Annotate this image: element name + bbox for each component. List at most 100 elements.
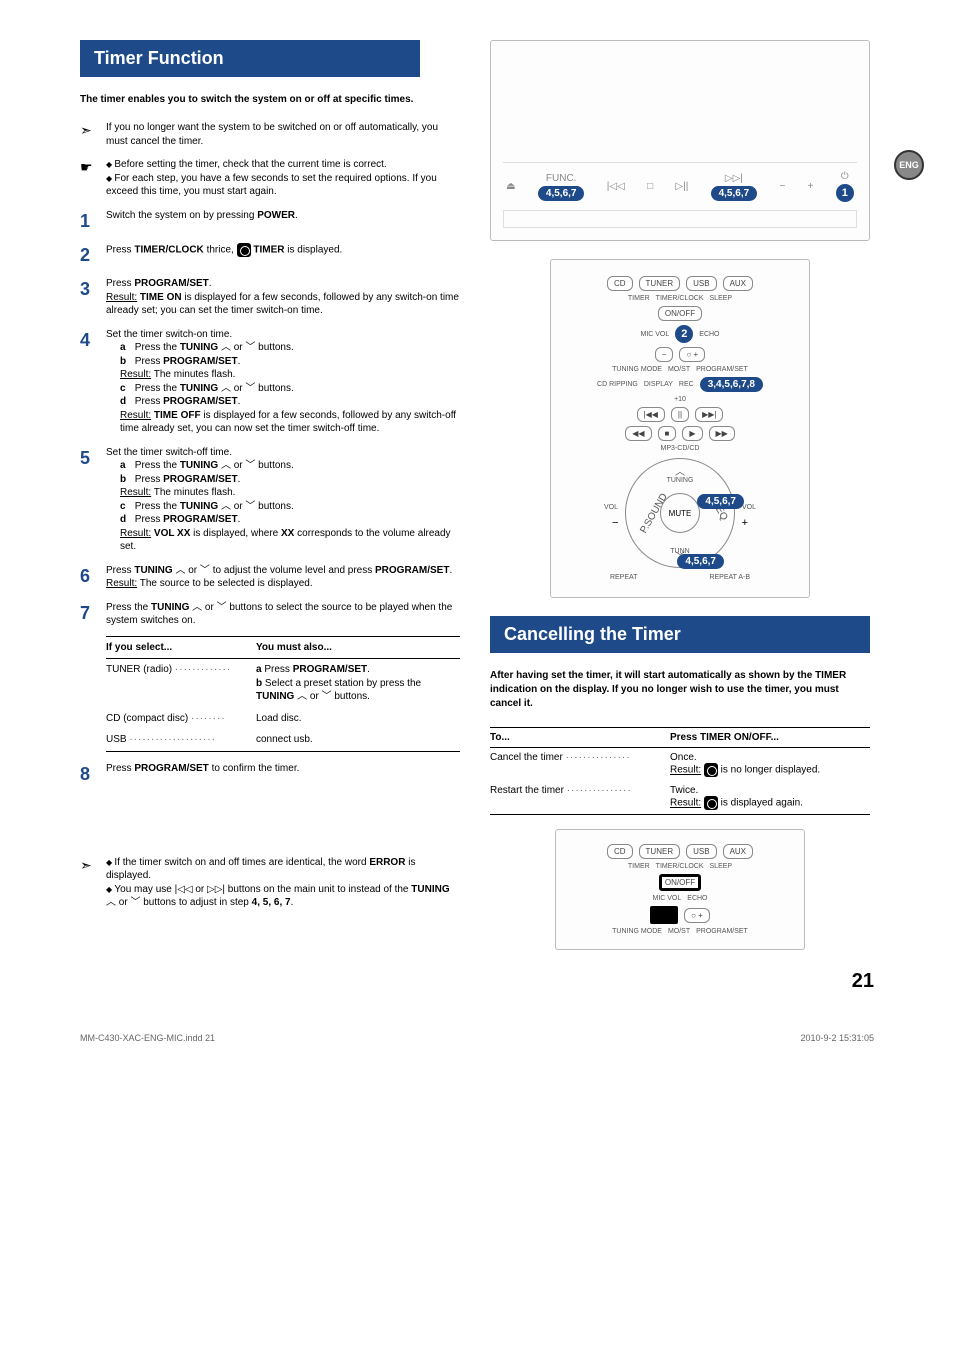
step-text: Press the xyxy=(106,602,151,613)
timer-intro: The timer enables you to switch the syst… xyxy=(80,93,460,107)
bullet-line: For each step, you have a few seconds to… xyxy=(106,172,460,199)
table-row: Cancel the timer ··············· Once. R… xyxy=(490,748,870,781)
cell-text: is displayed again. xyxy=(718,798,803,809)
cell-text: Once. xyxy=(670,752,697,763)
chevron-up-icon: ︿ xyxy=(221,342,231,353)
prev-button: |◀◀ xyxy=(637,407,665,422)
timer-label: TIMER xyxy=(253,244,284,255)
chevron-up-icon: ︿ xyxy=(221,383,231,394)
table-header: You must also... xyxy=(256,641,332,655)
step-7: 7 Press the TUNING ︿ or ﹀ buttons to sel… xyxy=(80,601,460,752)
programset-label: PROGRAM/SET xyxy=(696,366,748,373)
chevron-up-icon: ︿ xyxy=(221,501,231,512)
step-number: 8 xyxy=(80,762,96,786)
echo-label: ECHO xyxy=(699,331,719,338)
step-text: is displayed, where xyxy=(190,528,281,539)
note-text: buttons on the main unit to instead of t… xyxy=(225,884,411,895)
most-label: MO/ST xyxy=(668,928,690,935)
note-error: ➣ If the timer switch on and off times a… xyxy=(80,856,460,910)
chevron-up-icon: ︿ xyxy=(192,602,202,613)
arrow-icon: ➣ xyxy=(80,856,98,875)
left-column: Timer Function The timer enables you to … xyxy=(80,40,460,950)
table-header: To... xyxy=(490,732,670,743)
table-row: Restart the timer ··············· Twice.… xyxy=(490,781,870,814)
power-label: POWER xyxy=(257,210,295,221)
tuning-label: TUNING xyxy=(180,342,218,353)
chevron-up-icon: ︿ xyxy=(106,897,116,908)
tuning-pad: ︿ ﹀ P.SOUND EQ TUNING 4,5,6,7 MUTE VOL V… xyxy=(625,458,735,568)
step-body: Press TUNING ︿ or ﹀ to adjust the volume… xyxy=(106,564,460,591)
step-body: Press TIMER/CLOCK thrice, TIMER is displ… xyxy=(106,243,460,267)
step-body: Set the timer switch-on time. a Press th… xyxy=(106,328,460,436)
eng-badge: ENG xyxy=(894,150,924,180)
cancel-intro: After having set the timer, it will star… xyxy=(490,669,870,711)
stop-icon: □ xyxy=(647,181,653,192)
step-text: or xyxy=(231,460,245,471)
step-number: 5 xyxy=(80,446,96,554)
callout: 4,5,6,7 xyxy=(711,186,758,201)
step-text: Press the xyxy=(135,342,180,353)
tuningmode-label: TUNING MODE xyxy=(612,928,662,935)
chevron-up-icon: ︿ xyxy=(221,460,231,471)
programset-label: PROGRAM/SET xyxy=(163,474,237,485)
tuning-label: TUNING xyxy=(151,602,189,613)
tuning-label: TUNING xyxy=(667,477,694,484)
step-text: or xyxy=(231,342,245,353)
plus-icon: + xyxy=(808,181,814,192)
step-number: 1 xyxy=(80,209,96,233)
result-label: Result: xyxy=(670,765,701,776)
table-row: CD (compact disc) ········ Load disc. xyxy=(106,708,460,730)
timer-label: TIMER xyxy=(628,863,650,870)
timerclock-label: TIMER/CLOCK xyxy=(656,863,704,870)
result-label: Result: xyxy=(670,798,701,809)
stop-button: ■ xyxy=(658,426,677,441)
programset-label: PROGRAM/SET xyxy=(134,278,208,289)
timer-icon xyxy=(237,243,251,257)
timer-icon xyxy=(704,796,718,810)
step-text: Press xyxy=(135,356,163,367)
programset-label: PROGRAM/SET xyxy=(163,396,237,407)
cell-text: buttons. xyxy=(332,691,370,702)
source-table: If you select... You must also... TUNER … xyxy=(106,636,460,752)
step-number: 3 xyxy=(80,277,96,318)
step-text: or xyxy=(202,602,216,613)
remote-small: CD TUNER USB AUX TIMER TIMER/CLOCK SLEEP… xyxy=(555,829,805,950)
step-4: 4 Set the timer switch-on time. a Press … xyxy=(80,328,460,436)
cell-text: Twice. xyxy=(670,785,698,796)
play-icon: ▷|| xyxy=(675,181,688,192)
cell-text: Restart the timer xyxy=(490,785,564,796)
timer-icon xyxy=(704,763,718,777)
chevron-down-icon: ﹀ xyxy=(217,602,227,613)
step-text: Press xyxy=(106,763,134,774)
programset-label: PROGRAM/SET xyxy=(375,565,449,576)
usb-button: USB xyxy=(686,276,716,291)
tuning-label: TUNING xyxy=(411,884,449,895)
usb-button: USB xyxy=(686,844,716,859)
callout: 2 xyxy=(675,325,693,343)
aux-button: AUX xyxy=(723,276,753,291)
step-text: is displayed. xyxy=(284,244,342,255)
display-label: DISPLAY xyxy=(644,381,673,388)
step-3: 3 Press PROGRAM/SET. Result: TIME ON is … xyxy=(80,277,460,318)
step-number: 2 xyxy=(80,243,96,267)
step-text: or xyxy=(231,501,245,512)
play-button: ▶ xyxy=(682,426,702,441)
chevron-down-icon: ﹀ xyxy=(245,460,255,471)
callout: 4,5,6,7 xyxy=(697,494,744,509)
cell-text: Load disc. xyxy=(256,712,302,726)
chevron-down-icon: ﹀ xyxy=(130,897,140,908)
step-text: or xyxy=(231,383,245,394)
unit-panel: ⏏ FUNC.4,5,6,7 |◁◁ □ ▷|| ▷▷|4,5,6,7 − + … xyxy=(490,40,870,241)
cancel-table: To... Press TIMER ON/OFF... Cancel the t… xyxy=(490,727,870,815)
timerclock-label: TIMER/CLOCK xyxy=(656,295,704,302)
cd-button: CD xyxy=(607,844,633,859)
onoff-button: ON/OFF xyxy=(658,306,702,321)
cancel-section-title: Cancelling the Timer xyxy=(490,616,870,653)
cell-text: Press xyxy=(264,664,292,675)
result-label: Result: xyxy=(120,410,151,421)
step-text: Press xyxy=(106,278,134,289)
aux-button: AUX xyxy=(723,844,753,859)
step-body: Press the TUNING ︿ or ﹀ buttons to selec… xyxy=(106,601,460,752)
result-label: Result: xyxy=(106,578,137,589)
vol-label: VOL xyxy=(604,504,618,511)
